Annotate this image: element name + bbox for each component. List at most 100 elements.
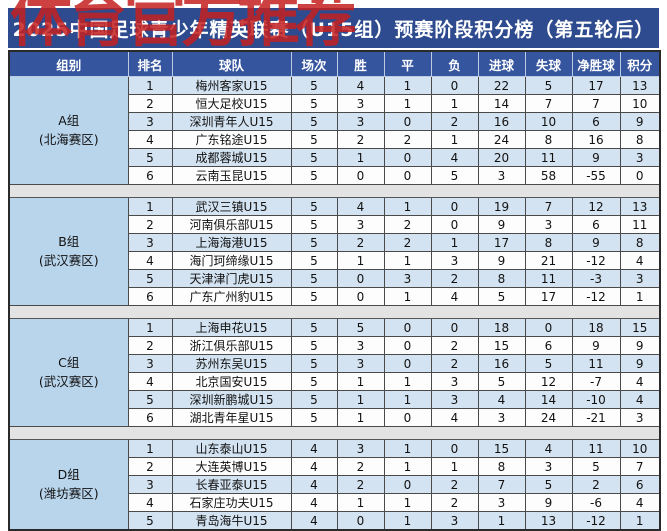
cell-team: 大连英博U15 bbox=[171, 457, 292, 476]
cell-win: 2 bbox=[336, 130, 385, 149]
cell-ga: 6 bbox=[524, 336, 573, 355]
cell-played: 5 bbox=[290, 94, 338, 113]
cell-ga: 11 bbox=[524, 148, 573, 167]
cell-win: 0 bbox=[336, 269, 385, 288]
cell-pts: 3 bbox=[619, 269, 661, 288]
cell-gf: 15 bbox=[477, 439, 526, 458]
cell-rank: 6 bbox=[127, 287, 173, 306]
group-separator-band bbox=[9, 184, 660, 198]
cell-win: 4 bbox=[336, 76, 385, 95]
cell-gd: 16 bbox=[571, 130, 621, 149]
cell-team: 浙江俱乐部U15 bbox=[171, 336, 292, 355]
cell-loss: 3 bbox=[430, 372, 479, 391]
cell-rank: 2 bbox=[127, 215, 173, 234]
cell-team: 北京国安U15 bbox=[171, 372, 292, 391]
cell-pts: 7 bbox=[619, 457, 661, 476]
cell-draw: 0 bbox=[383, 318, 432, 337]
cell-rank: 2 bbox=[127, 336, 173, 355]
cell-gd: -12 bbox=[571, 251, 621, 270]
cell-ga: 12 bbox=[524, 372, 573, 391]
standings-page: 2025中国足球青少年精英联赛（U15组）预赛阶段积分榜（第五轮后） 组别 排名球… bbox=[8, 8, 661, 531]
cell-ga: 7 bbox=[524, 94, 573, 113]
page-title: 2025中国足球青少年精英联赛（U15组）预赛阶段积分榜（第五轮后） bbox=[8, 8, 659, 48]
cell-played: 5 bbox=[290, 130, 338, 149]
cell-win: 3 bbox=[336, 439, 385, 458]
cell-ga: 8 bbox=[524, 130, 573, 149]
cell-loss: 2 bbox=[430, 112, 479, 131]
table-row: 4 北京国安U15 5 1 1 3 5 12 -7 4 bbox=[9, 372, 661, 391]
cell-ga: 17 bbox=[524, 287, 573, 306]
group-venue: (武汉赛区) bbox=[38, 252, 99, 268]
cell-rank: 4 bbox=[127, 372, 173, 391]
cell-team: 海门珂缔缘U15 bbox=[171, 251, 292, 270]
cell-gf: 3 bbox=[477, 408, 526, 427]
cell-team: 上海海港U15 bbox=[171, 233, 292, 252]
cell-loss: 1 bbox=[430, 233, 479, 252]
cell-gf: 8 bbox=[477, 269, 526, 288]
cell-gd: -21 bbox=[571, 408, 621, 427]
cell-played: 5 bbox=[290, 233, 338, 252]
cell-pts: 4 bbox=[619, 493, 661, 512]
cell-ga: 7 bbox=[524, 197, 573, 216]
cell-rank: 5 bbox=[127, 148, 173, 167]
group-separator bbox=[9, 426, 660, 440]
cell-win: 1 bbox=[336, 148, 385, 167]
cell-loss: 5 bbox=[430, 166, 479, 185]
cell-win: 4 bbox=[336, 197, 385, 216]
cell-team: 河南俱乐部U15 bbox=[171, 215, 292, 234]
cell-loss: 0 bbox=[430, 76, 479, 95]
cell-loss: 4 bbox=[430, 148, 479, 167]
cell-gd: 6 bbox=[571, 215, 621, 234]
cell-rank: 4 bbox=[127, 130, 173, 149]
group-separator-band bbox=[9, 305, 660, 319]
table-body: A组 (北海赛区) 1 梅州客家U15 5 4 1 0 22 5 17 13 2 恒大足校U15 5 3 1 1 1… bbox=[8, 76, 661, 531]
cell-gd: -10 bbox=[571, 390, 621, 409]
cell-played: 5 bbox=[290, 372, 338, 391]
cell-draw: 0 bbox=[383, 475, 432, 494]
cell-gd: 18 bbox=[571, 318, 621, 337]
cell-gf: 5 bbox=[477, 287, 526, 306]
cell-win: 3 bbox=[336, 336, 385, 355]
cell-draw: 1 bbox=[383, 493, 432, 512]
cell-rank: 2 bbox=[127, 94, 173, 113]
cell-gd: 5 bbox=[571, 457, 621, 476]
cell-rank: 5 bbox=[127, 269, 173, 288]
group-name: B组 bbox=[58, 233, 80, 249]
cell-loss: 1 bbox=[430, 457, 479, 476]
group-label: C组 (武汉赛区) bbox=[8, 318, 129, 427]
column-header-ga: 失球 bbox=[524, 50, 573, 77]
cell-draw: 1 bbox=[383, 76, 432, 95]
cell-loss: 1 bbox=[430, 94, 479, 113]
cell-draw: 2 bbox=[383, 215, 432, 234]
cell-win: 3 bbox=[336, 215, 385, 234]
cell-gd: -6 bbox=[571, 493, 621, 512]
table-row: 4 海门珂缔缘U15 5 1 1 3 9 21 -12 4 bbox=[9, 251, 661, 270]
cell-draw: 2 bbox=[383, 130, 432, 149]
cell-win: 2 bbox=[336, 233, 385, 252]
cell-rank: 1 bbox=[127, 76, 173, 95]
cell-rank: 1 bbox=[127, 439, 173, 458]
cell-played: 4 bbox=[290, 475, 338, 494]
cell-loss: 4 bbox=[430, 408, 479, 427]
header-row: 组别 排名 球队 场次胜平负进球 失球 净胜球 积分 bbox=[8, 50, 661, 77]
cell-win: 2 bbox=[336, 457, 385, 476]
cell-gf: 16 bbox=[477, 354, 526, 373]
cell-loss: 1 bbox=[430, 130, 479, 149]
cell-win: 3 bbox=[336, 94, 385, 113]
cell-gd: 6 bbox=[571, 112, 621, 131]
cell-loss: 2 bbox=[430, 269, 479, 288]
cell-draw: 1 bbox=[383, 372, 432, 391]
cell-played: 5 bbox=[290, 166, 338, 185]
cell-draw: 0 bbox=[383, 166, 432, 185]
cell-loss: 3 bbox=[430, 251, 479, 270]
cell-gd: 9 bbox=[571, 148, 621, 167]
cell-ga: 5 bbox=[524, 354, 573, 373]
table-row: B组 (武汉赛区) 1 武汉三镇U15 5 4 1 0 19 7 12 13 bbox=[8, 197, 661, 306]
column-header-gf: 进球 bbox=[477, 50, 526, 77]
column-header-pts: 积分 bbox=[619, 50, 661, 77]
cell-win: 5 bbox=[336, 318, 385, 337]
cell-draw: 3 bbox=[383, 269, 432, 288]
cell-team: 恒大足校U15 bbox=[171, 94, 292, 113]
cell-gf: 15 bbox=[477, 336, 526, 355]
table-row: 6 广东广州豹U15 5 0 1 4 5 17 -12 1 bbox=[9, 287, 661, 306]
